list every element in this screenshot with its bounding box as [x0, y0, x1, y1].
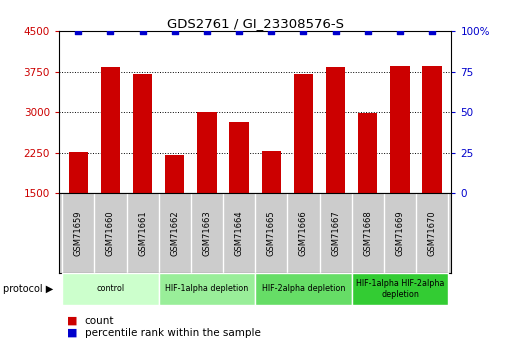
Text: GSM71663: GSM71663: [203, 210, 211, 256]
Bar: [352, 273, 448, 305]
Point: [235, 28, 243, 34]
Text: count: count: [85, 316, 114, 326]
Bar: [390, 66, 409, 193]
Text: protocol ▶: protocol ▶: [3, 284, 53, 294]
Text: GSM71660: GSM71660: [106, 210, 115, 256]
Point: [331, 28, 340, 34]
Text: GSM71669: GSM71669: [396, 210, 404, 256]
Text: GSM71666: GSM71666: [299, 210, 308, 256]
Text: GSM71664: GSM71664: [234, 210, 244, 256]
Title: GDS2761 / GI_23308576-S: GDS2761 / GI_23308576-S: [167, 17, 344, 30]
Text: GSM71662: GSM71662: [170, 210, 180, 256]
Text: HIF-1alpha HIF-2alpha
depletion: HIF-1alpha HIF-2alpha depletion: [356, 279, 444, 299]
Point: [106, 28, 114, 34]
Point: [267, 28, 275, 34]
Bar: [69, 152, 88, 193]
Bar: [229, 122, 249, 193]
Text: GSM71668: GSM71668: [363, 210, 372, 256]
Bar: [133, 74, 152, 193]
Text: control: control: [96, 284, 125, 294]
Bar: [159, 273, 255, 305]
Text: GSM71670: GSM71670: [428, 210, 437, 256]
Point: [428, 28, 436, 34]
Point: [364, 28, 372, 34]
Bar: [255, 273, 352, 305]
Text: GSM71661: GSM71661: [138, 210, 147, 256]
Text: ■: ■: [67, 328, 77, 338]
Point: [396, 28, 404, 34]
Text: GSM71667: GSM71667: [331, 210, 340, 256]
Bar: [358, 113, 378, 193]
Bar: [198, 112, 216, 193]
Text: percentile rank within the sample: percentile rank within the sample: [85, 328, 261, 338]
Point: [139, 28, 147, 34]
Text: HIF-2alpha depletion: HIF-2alpha depletion: [262, 284, 345, 294]
Bar: [262, 150, 281, 193]
Point: [300, 28, 308, 34]
Bar: [165, 155, 185, 193]
Bar: [101, 67, 120, 193]
Text: HIF-1alpha depletion: HIF-1alpha depletion: [165, 284, 249, 294]
Text: GSM71665: GSM71665: [267, 210, 276, 256]
Bar: [62, 273, 159, 305]
Point: [171, 28, 179, 34]
Point: [203, 28, 211, 34]
Text: ■: ■: [67, 316, 77, 326]
Text: GSM71659: GSM71659: [74, 210, 83, 256]
Point: [74, 28, 83, 34]
Bar: [423, 66, 442, 193]
Bar: [294, 74, 313, 193]
Bar: [326, 67, 345, 193]
